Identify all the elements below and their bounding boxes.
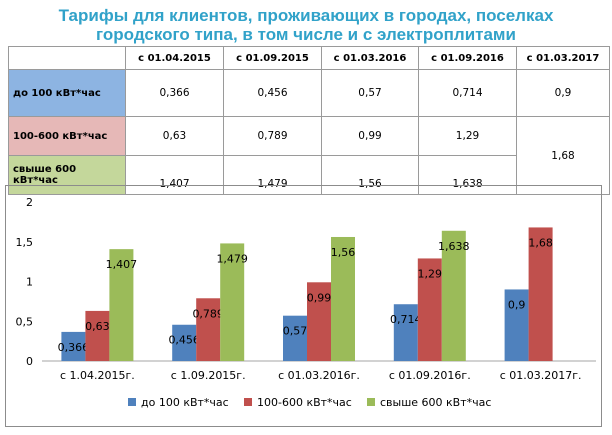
table-cell: 0,789	[223, 116, 322, 156]
bar	[283, 315, 307, 361]
data-label: 1,68	[528, 236, 553, 249]
row-label-line-2: кВт*час	[13, 175, 58, 186]
x-tick-label: с 01.03.2017г.	[500, 369, 582, 382]
data-label: 0,366	[58, 341, 90, 354]
table-cell: 1,407	[125, 155, 224, 195]
table-corner-cell	[8, 46, 126, 70]
page-title: Тарифы для клиентов, проживающих в город…	[0, 6, 612, 44]
bar	[307, 282, 331, 361]
bar	[504, 289, 529, 361]
y-tick-label: 2	[26, 196, 33, 209]
data-label: 1,479	[216, 252, 248, 265]
table-cell: 1,56	[321, 155, 419, 195]
x-tick-label: с 1.04.2015г.	[60, 369, 135, 382]
legend-label: до 100 кВт*час	[141, 396, 229, 409]
bar	[417, 258, 442, 361]
table-cell: 0,57	[321, 69, 419, 117]
bar	[172, 324, 197, 361]
table-row: до 100 кВт*час 0,366 0,456 0,57 0,714 0,…	[8, 69, 610, 117]
x-tick-label: с 1.09.2015г.	[171, 369, 246, 382]
legend-swatch	[367, 398, 375, 406]
table-cell: 0,366	[125, 69, 224, 117]
table-row: 100-600 кВт*час 0,63 0,789 0,99 1,29 1,6…	[8, 116, 610, 195]
row-label-cell: 100-600 кВт*час	[8, 116, 126, 156]
data-label: 1,56	[331, 246, 356, 259]
data-label: 0,9	[508, 298, 526, 311]
row-label-cell: свыше 600 кВт*час	[8, 155, 126, 195]
row-label: до 100 кВт*час	[13, 87, 101, 99]
bar	[85, 310, 110, 361]
tariff-table: с 01.04.2015 с 01.09.2015 с 01.03.2016 с…	[8, 46, 610, 195]
data-label: 1,407	[106, 258, 138, 271]
data-label: 0,63	[85, 320, 110, 333]
bar-chart: 0 0,5 1 1,5 2 0,366 0,63 1,407 с 1.04.2015г. 0,45…	[16, 196, 596, 409]
legend-label: 100-600 кВт*час	[257, 396, 352, 409]
table-header-cell: с 01.03.2017	[516, 46, 610, 70]
bar	[441, 230, 466, 361]
data-label: 0,57	[283, 325, 308, 338]
table-header-cell: с 01.09.2016	[418, 46, 517, 70]
table-header-cell: с 01.03.2016	[321, 46, 419, 70]
data-label: 0,789	[192, 307, 224, 320]
row-label-cell: до 100 кВт*час	[8, 69, 126, 117]
bar	[393, 304, 418, 361]
table-cell: 0,99	[321, 116, 419, 156]
title-line-2: городского типа, в том числе и с электро…	[96, 25, 516, 44]
bar	[220, 243, 245, 361]
bar	[196, 298, 221, 361]
chart-panel: 0 0,5 1 1,5 2 0,366 0,63 1,407 с 1.04.2015г. 0,45…	[5, 185, 602, 427]
table-row: свыше 600 кВт*час 1,407 1,479 1,56 1,638	[8, 155, 610, 195]
legend-swatch	[244, 398, 252, 406]
data-label: 1,638	[438, 240, 470, 253]
title-line-1: Тарифы для клиентов, проживающих в город…	[58, 6, 554, 25]
table-cell: 1,479	[223, 155, 322, 195]
table-header-cell: с 01.04.2015	[125, 46, 224, 70]
data-label: 1,29	[418, 267, 443, 280]
bar	[331, 236, 355, 361]
x-tick-label: с 01.03.2016г.	[278, 369, 360, 382]
bar	[61, 331, 86, 361]
table-cell: 0,9	[516, 69, 610, 117]
row-label-line-1: свыше 600	[13, 164, 77, 175]
data-label: 0,456	[168, 334, 200, 347]
x-tick-label: с 01.09.2016г.	[389, 369, 471, 382]
table-header-cell: с 01.09.2015	[223, 46, 322, 70]
table-header-row: с 01.04.2015 с 01.09.2015 с 01.03.2016 с…	[8, 46, 610, 70]
merged-table-cell: 1,68	[516, 116, 610, 195]
bar	[528, 227, 553, 361]
row-label: 100-600 кВт*час	[13, 130, 108, 142]
legend-swatch	[128, 398, 136, 406]
table-cell: 0,456	[223, 69, 322, 117]
data-label: 0,99	[307, 291, 332, 304]
table-cell: 1,29	[418, 116, 517, 156]
data-label: 0,714	[390, 313, 422, 326]
table-cell: 0,63	[125, 116, 224, 156]
bar	[109, 249, 134, 361]
table-cell: 0,714	[418, 69, 517, 117]
table-cell: 1,638	[418, 155, 517, 195]
y-tick-label: 0	[26, 355, 33, 368]
y-tick-label: 1	[26, 276, 33, 289]
legend-label: свыше 600 кВт*час	[380, 396, 491, 409]
y-tick-label: 0,5	[16, 315, 34, 328]
y-tick-label: 1,5	[16, 236, 34, 249]
